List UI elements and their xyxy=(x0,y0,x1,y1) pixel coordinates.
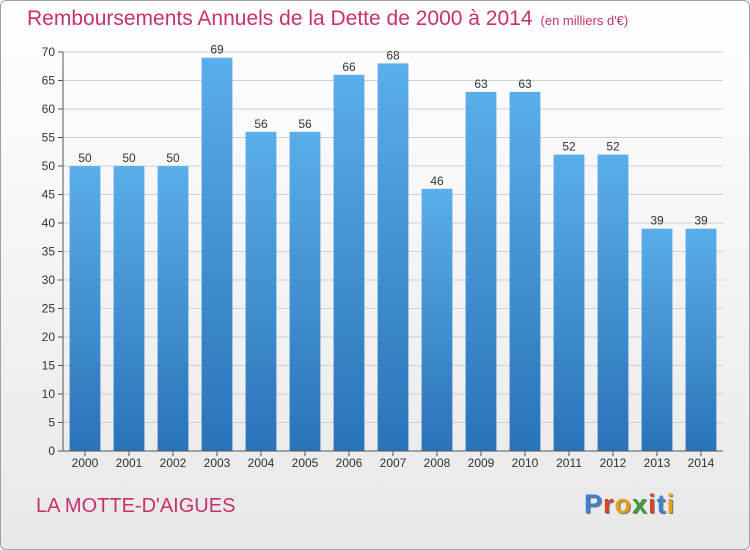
bar-2009 xyxy=(465,91,497,452)
x-tick-label: 2013 xyxy=(644,456,671,470)
y-tick-label: 10 xyxy=(42,387,56,401)
x-tick-label: 2010 xyxy=(512,456,539,470)
y-tick-label: 65 xyxy=(42,74,56,88)
proxiti-logo[interactable]: Proxiti xyxy=(584,489,675,520)
bar-value-label: 39 xyxy=(694,214,708,228)
bar-value-label: 56 xyxy=(298,117,312,131)
x-tick-label: 2001 xyxy=(116,456,143,470)
x-tick-label: 2008 xyxy=(424,456,451,470)
chart-title: Remboursements Annuels de la Dette de 20… xyxy=(27,7,628,31)
bar-2014 xyxy=(685,228,717,451)
bar-2011 xyxy=(553,154,585,451)
y-tick-label: 45 xyxy=(42,188,56,202)
bar-value-label: 52 xyxy=(562,140,576,154)
bar-2002 xyxy=(157,166,189,451)
y-tick-label: 15 xyxy=(42,359,56,373)
bar-2003 xyxy=(201,57,233,451)
chart-subtitle: (en milliers d'€) xyxy=(540,13,629,28)
bar-value-label: 39 xyxy=(650,214,664,228)
y-tick-label: 5 xyxy=(48,416,55,430)
bar-value-label: 52 xyxy=(606,140,620,154)
y-tick-label: 25 xyxy=(42,302,56,316)
bar-2004 xyxy=(245,131,277,452)
x-tick-label: 2004 xyxy=(248,456,275,470)
y-tick-label: 60 xyxy=(42,102,56,116)
logo-letter: P xyxy=(584,489,604,519)
y-tick-label: 40 xyxy=(42,216,56,230)
bar-2008 xyxy=(421,188,453,452)
bar-2000 xyxy=(69,166,101,451)
bar-value-label: 63 xyxy=(518,77,532,91)
bar-2010 xyxy=(509,91,541,452)
title-text: Remboursements Annuels de la Dette de 20… xyxy=(27,7,533,30)
y-tick-label: 0 xyxy=(48,444,55,458)
bar-value-label: 66 xyxy=(342,60,356,74)
bar-value-label: 69 xyxy=(210,43,224,57)
axes: 0 5 10 15 20 25 30 35 40 45 50 55 60 65 70 2000 2001 2002… xyxy=(42,45,723,470)
bar-2012 xyxy=(597,154,629,451)
logo-letter: t xyxy=(656,489,667,519)
bar-2005 xyxy=(289,131,321,452)
bar-value-label: 56 xyxy=(254,117,268,131)
x-tick-label: 2011 xyxy=(556,456,582,470)
x-tick-label: 2012 xyxy=(600,456,627,470)
bar-value-label: 68 xyxy=(386,48,400,62)
bar-2007 xyxy=(377,63,409,452)
logo-letter: o xyxy=(614,489,633,519)
x-tick-label: 2007 xyxy=(380,456,407,470)
y-tick-label: 20 xyxy=(42,330,56,344)
bar-2006 xyxy=(333,74,365,452)
x-tick-label: 2000 xyxy=(72,456,99,470)
y-tick-label: 50 xyxy=(42,159,56,173)
x-tick-label: 2002 xyxy=(160,456,187,470)
commune-name: LA MOTTE-D'AIGUES xyxy=(36,495,236,517)
logo-letter: x xyxy=(632,489,649,519)
x-tick-label: 2003 xyxy=(204,456,231,470)
logo-letter: r xyxy=(603,489,615,519)
bar-value-label: 50 xyxy=(78,151,92,165)
x-tick-label: 2005 xyxy=(292,456,319,470)
x-tick-label: 2009 xyxy=(468,456,495,470)
logo-letter: i xyxy=(666,489,676,519)
y-tick-label: 35 xyxy=(42,245,56,259)
y-tick-label: 70 xyxy=(42,45,56,59)
bars: 50 50 50 69 56 56 66 68 46 63 63 52 52 39 39 xyxy=(69,43,717,452)
y-tick-label: 55 xyxy=(42,131,56,145)
y-tick-label: 30 xyxy=(42,273,56,287)
bar-2013 xyxy=(641,228,673,451)
bar-value-label: 63 xyxy=(474,77,488,91)
bar-value-label: 50 xyxy=(122,151,136,165)
x-tick-label: 2006 xyxy=(336,456,363,470)
x-tick-label: 2014 xyxy=(688,456,715,470)
bar-value-label: 50 xyxy=(166,151,180,165)
logo-letter: i xyxy=(648,489,657,519)
bar-2001 xyxy=(113,166,145,451)
bar-value-label: 46 xyxy=(430,174,444,188)
